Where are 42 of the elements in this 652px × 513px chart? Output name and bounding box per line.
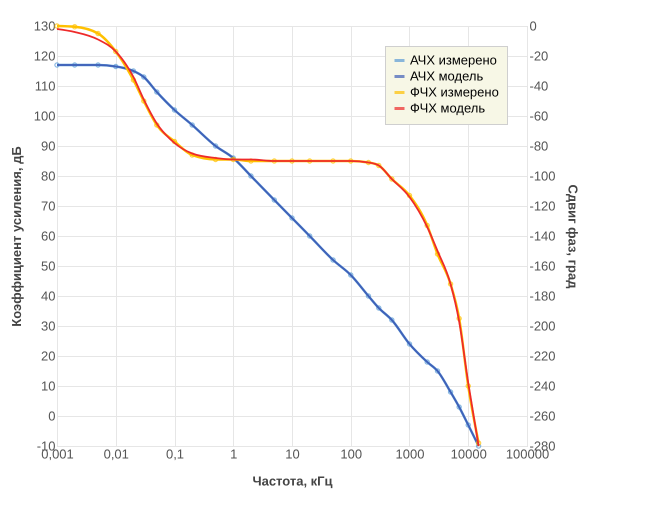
- x-tick-label: 1000: [396, 446, 424, 462]
- y-tick-label: 130: [34, 18, 56, 34]
- x-axis-title: Частота, кГц: [252, 474, 333, 488]
- y-tick-label: 30: [41, 318, 56, 334]
- y2-tick-label: -140: [530, 228, 556, 244]
- y-tick-label: 100: [34, 108, 56, 124]
- x-tick-label: 1: [230, 446, 238, 462]
- y2-tick-label: 0: [530, 18, 537, 34]
- y2-tick-label: -200: [530, 318, 556, 334]
- y-tick-label: 50: [41, 258, 56, 274]
- y-tick-label: 120: [34, 48, 56, 64]
- y2-tick-label: -260: [530, 408, 556, 424]
- y2-tick-label: -100: [530, 168, 556, 184]
- y2-tick-label: -120: [530, 198, 556, 214]
- y2-tick-label: -80: [530, 138, 548, 154]
- x-tick-label: 0,01: [104, 446, 129, 462]
- y2-tick-label: -40: [530, 78, 548, 94]
- legend-label: ФЧХ модель: [410, 100, 486, 116]
- y2-tick-label: -160: [530, 258, 556, 274]
- x-tick-label: 100: [340, 446, 362, 462]
- y-tick-label: 90: [41, 138, 56, 154]
- y-tick-label: 70: [41, 198, 56, 214]
- y-tick-label: 60: [41, 228, 56, 244]
- y-tick-label: 10: [41, 378, 56, 394]
- y2-tick-label: -20: [530, 48, 548, 64]
- y2-tick-label: -220: [530, 348, 556, 364]
- y2-axis-title: Сдвиг фаз, град: [566, 184, 581, 290]
- y2-tick-label: -60: [530, 108, 548, 124]
- x-tick-label: 10: [285, 446, 300, 462]
- legend-label: ФЧХ измерено: [410, 84, 499, 100]
- y-tick-label: 40: [41, 288, 56, 304]
- x-tick-label: 0,1: [166, 446, 184, 462]
- y-tick-label: 80: [41, 168, 56, 184]
- y-tick-label: 0: [48, 408, 56, 424]
- x-tick-label: 10000: [450, 446, 487, 462]
- y2-tick-label: -180: [530, 288, 556, 304]
- y-tick-label: 110: [34, 78, 56, 94]
- y-axis-title: Коэффициент усиления, дБ: [8, 146, 24, 327]
- y2-tick-label: -240: [530, 378, 556, 394]
- y-tick-label: 20: [41, 348, 56, 364]
- legend-label: АЧХ модель: [410, 68, 484, 84]
- legend-label: АЧХ измерено: [410, 52, 497, 68]
